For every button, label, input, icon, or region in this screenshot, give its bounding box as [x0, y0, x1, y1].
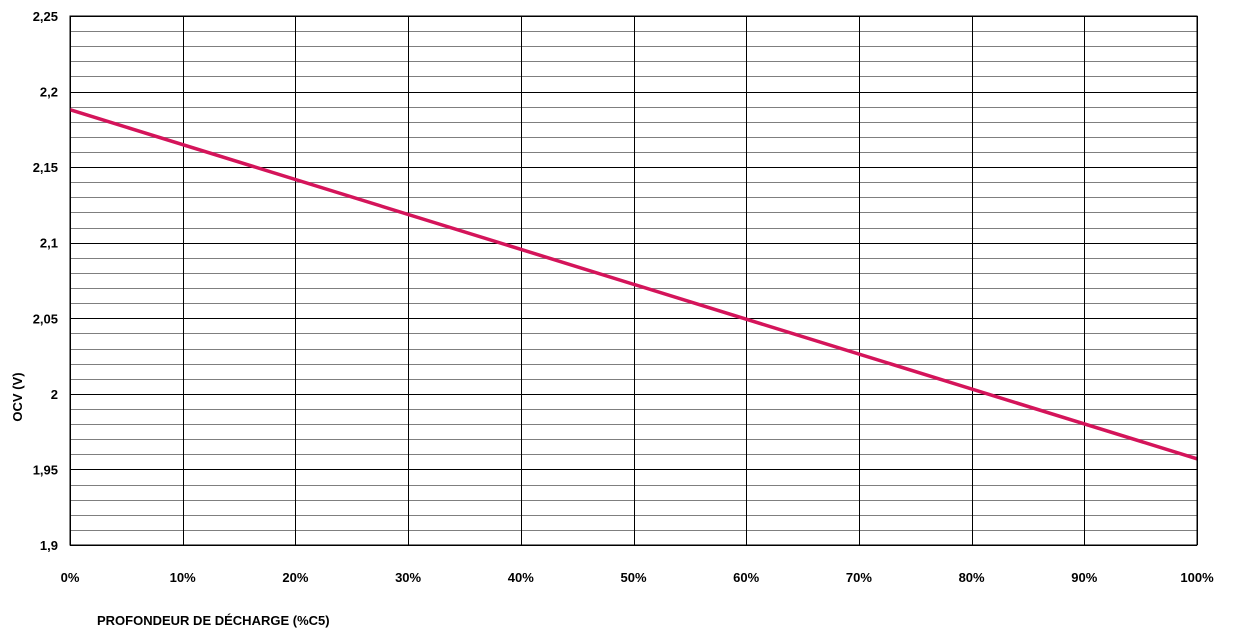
x-tick-label: 30% — [395, 570, 421, 585]
y-tick-label: 2 — [51, 387, 58, 402]
y-tick-label: 1,95 — [33, 462, 58, 477]
x-tick-label: 60% — [733, 570, 759, 585]
major-gridlines — [70, 16, 1198, 546]
plot-frame — [69, 15, 1198, 546]
y-axis-title: OCV (V) — [10, 372, 25, 421]
series-layer — [69, 108, 1198, 461]
y-tick-label: 1,9 — [40, 538, 58, 553]
x-tick-label: 0% — [61, 570, 80, 585]
x-tick-label: 40% — [508, 570, 534, 585]
x-tick-label: 100% — [1180, 570, 1214, 585]
y-tick-label: 2,25 — [33, 9, 58, 24]
x-tick-label: 70% — [846, 570, 872, 585]
series-line — [69, 108, 1198, 461]
y-tick-label: 2,05 — [33, 311, 58, 326]
x-axis-title: PROFONDEUR DE DÉCHARGE (%C5) — [97, 613, 330, 628]
y-tick-label: 2,1 — [40, 236, 58, 251]
minor-gridlines — [70, 31, 1197, 531]
x-tick-label: 10% — [170, 570, 196, 585]
y-tick-label: 2,2 — [40, 85, 58, 100]
x-tick-label: 50% — [620, 570, 646, 585]
y-tick-label: 2,15 — [33, 160, 58, 175]
x-tick-label: 90% — [1071, 570, 1097, 585]
x-tick-labels: 0% 10% 20% 30% 40% 50% 60% 70% 80% 90% 100% — [61, 570, 1214, 585]
y-tick-labels: 1,9 1,95 2 2,05 2,1 2,15 2,2 2,25 — [33, 9, 58, 553]
x-tick-label: 20% — [282, 570, 308, 585]
x-tick-label: 80% — [959, 570, 985, 585]
